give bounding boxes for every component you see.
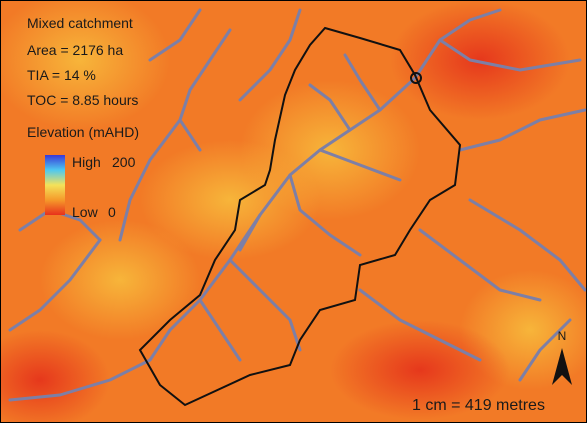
legend-high-label: High [72,154,101,170]
legend-low-label: Low [72,204,99,220]
scale-text: 1 cm = 419 metres [412,397,545,414]
north-label: N [558,329,567,343]
tia: TIA = 14 % [27,67,96,83]
legend-high-value: 200 [112,154,136,170]
area: Area = 2176 ha [27,42,123,58]
toc: TOC = 8.85 hours [27,92,138,108]
page: Mixed catchment Area = 2176 ha TIA = 14 … [0,0,587,423]
legend-ramp [45,155,65,215]
catchment-title: Mixed catchment [27,15,133,31]
map: Mixed catchment Area = 2176 ha TIA = 14 … [0,0,587,423]
legend-low-value: 0 [108,204,116,220]
legend-title: Elevation (mAHD) [27,124,139,140]
